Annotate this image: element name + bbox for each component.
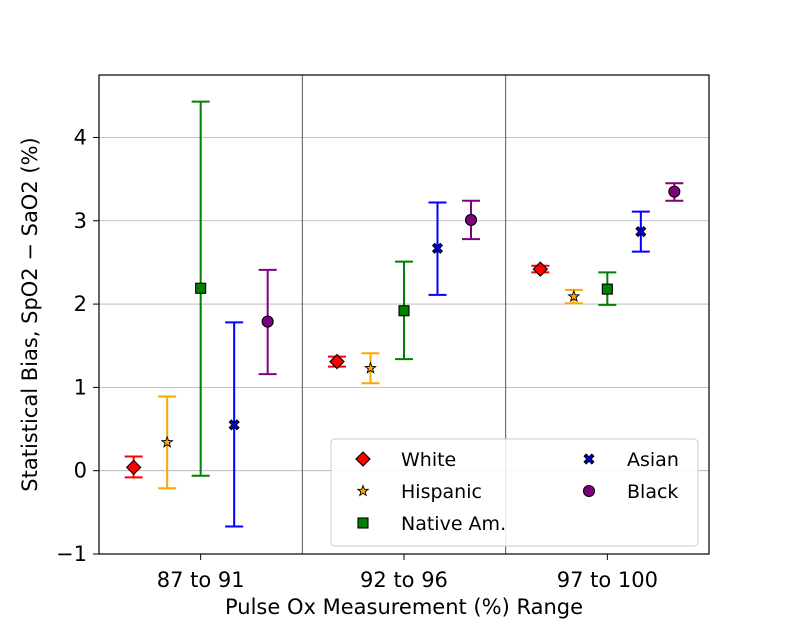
x-tick-label: 87 to 91: [157, 568, 245, 592]
data-point-marker: [583, 453, 595, 465]
data-point-marker: [355, 451, 371, 467]
ticks-layer: −1 0 1 2 3 4 87 to 91 92 to 96 97 to 100: [56, 125, 658, 592]
legend-entry-label: Asian: [627, 449, 679, 471]
y-tick-label: 0: [74, 459, 87, 483]
data-point-marker: [582, 484, 596, 498]
data-point-marker: [464, 213, 478, 226]
legend: White Hispanic Native Am. Asian Black: [330, 438, 699, 547]
x-axis-label: Pulse Ox Measurement (%) Range: [225, 595, 583, 619]
data-point-marker: [364, 361, 377, 374]
legend-entry-label: White: [401, 449, 456, 471]
x-tick-label: 92 to 96: [360, 568, 448, 592]
legend-entry-label: Hispanic: [401, 481, 482, 503]
data-point-marker: [125, 459, 142, 476]
data-point-marker: [635, 226, 647, 238]
x-tick-label: 97 to 100: [557, 568, 658, 592]
data-point-marker: [160, 435, 174, 448]
y-tick-label: 3: [74, 209, 87, 233]
data-point-marker: [261, 315, 274, 328]
data-point-marker: [431, 242, 444, 254]
legend-entry-label: Black: [627, 481, 678, 503]
legend-entry-label: Native Am.: [401, 513, 506, 535]
data-point-marker: [356, 484, 370, 497]
y-tick-label: 2: [74, 292, 87, 316]
y-tick-label: 4: [74, 125, 87, 149]
data-point-marker: [398, 305, 410, 317]
data-point-marker: [329, 353, 345, 370]
data-point-marker: [357, 517, 369, 529]
y-tick-label: −1: [56, 542, 87, 566]
data-point-marker: [532, 261, 549, 277]
data-point-marker: [601, 283, 613, 295]
data-point-marker: [567, 289, 581, 303]
markers-layer: [125, 185, 681, 476]
y-axis-label: Statistical Bias, SpO2 − SaO2 (%): [18, 137, 42, 491]
data-point-marker: [195, 282, 207, 294]
data-point-marker: [668, 185, 681, 198]
y-tick-label: 1: [74, 375, 87, 399]
data-point-marker: [228, 419, 240, 431]
legend-box: [330, 438, 699, 547]
